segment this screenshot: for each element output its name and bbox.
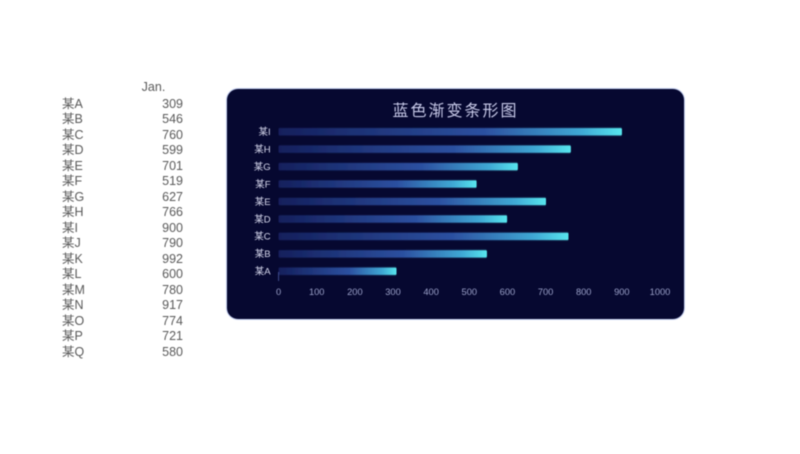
svg-text:700: 700 [538, 287, 554, 297]
svg-text:900: 900 [614, 287, 630, 297]
svg-text:300: 300 [385, 287, 401, 297]
svg-text:600: 600 [500, 287, 516, 297]
svg-text:某D: 某D [254, 214, 271, 225]
svg-text:某G: 某G [254, 162, 271, 173]
svg-text:某H: 某H [254, 145, 271, 156]
svg-text:某F: 某F [255, 179, 271, 190]
svg-text:某E: 某E [255, 197, 271, 208]
svg-text:0: 0 [276, 287, 281, 297]
svg-text:400: 400 [423, 287, 439, 297]
svg-text:500: 500 [462, 287, 478, 297]
svg-text:某B: 某B [255, 249, 271, 260]
svg-text:某A: 某A [255, 267, 272, 278]
svg-text:某I: 某I [258, 127, 270, 138]
svg-text:1000: 1000 [650, 287, 671, 297]
svg-text:200: 200 [347, 287, 363, 297]
svg-text:某C: 某C [254, 232, 271, 243]
svg-text:100: 100 [309, 287, 325, 297]
svg-text:800: 800 [576, 287, 592, 297]
